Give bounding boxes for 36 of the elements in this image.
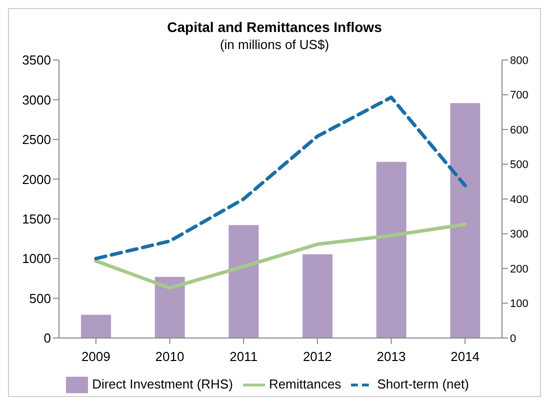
y2-tick-label: 400 xyxy=(510,194,528,206)
y2-tick-label: 100 xyxy=(510,298,528,310)
y-tick-label: 1500 xyxy=(22,211,51,226)
y2-tick-label: 200 xyxy=(510,263,528,276)
line-series xyxy=(94,222,467,290)
x-tick-label: 2009 xyxy=(81,349,110,364)
legend-label: Short-term (net) xyxy=(377,376,469,392)
y-tick-label: 2500 xyxy=(22,132,51,148)
y-tick-label: 3000 xyxy=(22,92,51,108)
x-tick-label: 2012 xyxy=(302,349,332,364)
y2-tick-label: 600 xyxy=(510,124,528,136)
bar xyxy=(302,254,332,338)
bar xyxy=(450,103,480,338)
y-tick-label: 500 xyxy=(29,290,51,306)
line-series xyxy=(94,96,467,260)
chart-subtitle: (in millions of US$) xyxy=(218,37,330,52)
y2-tick-label: 0 xyxy=(510,332,516,345)
chart-title: Capital and Remittances Inflows xyxy=(166,19,383,35)
y2-tick-label: 300 xyxy=(510,228,528,241)
legend-label: Direct Investment (RHS) xyxy=(92,376,233,392)
x-tick-label: 2014 xyxy=(450,349,480,364)
y-tick-label: 2000 xyxy=(22,172,51,187)
legend-label: Remittances xyxy=(268,376,342,392)
y2-tick-label: 800 xyxy=(510,54,528,67)
y-tick-label: 3500 xyxy=(22,52,51,68)
bar xyxy=(376,162,406,338)
y2-tick-label: 500 xyxy=(510,159,528,172)
bar xyxy=(154,276,185,338)
y-tick-label: 0 xyxy=(44,330,51,346)
bar xyxy=(81,314,111,338)
x-tick-label: 2011 xyxy=(230,349,258,364)
x-tick-label: 2013 xyxy=(376,349,406,364)
y-tick-label: 1000 xyxy=(22,251,51,266)
bar xyxy=(228,225,259,338)
x-tick-label: 2010 xyxy=(155,349,184,364)
y2-tick-label: 700 xyxy=(510,90,528,102)
